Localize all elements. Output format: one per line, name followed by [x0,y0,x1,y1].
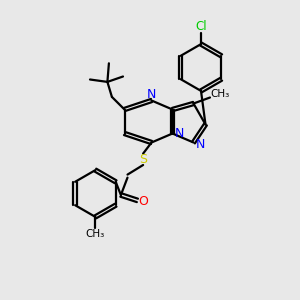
Text: N: N [147,88,157,101]
Text: CH₃: CH₃ [86,229,105,239]
Text: CH₃: CH₃ [210,88,229,99]
Text: O: O [138,195,148,208]
Text: S: S [139,153,147,166]
Text: N: N [174,127,184,140]
Text: N: N [195,137,205,151]
Text: Cl: Cl [195,20,207,34]
